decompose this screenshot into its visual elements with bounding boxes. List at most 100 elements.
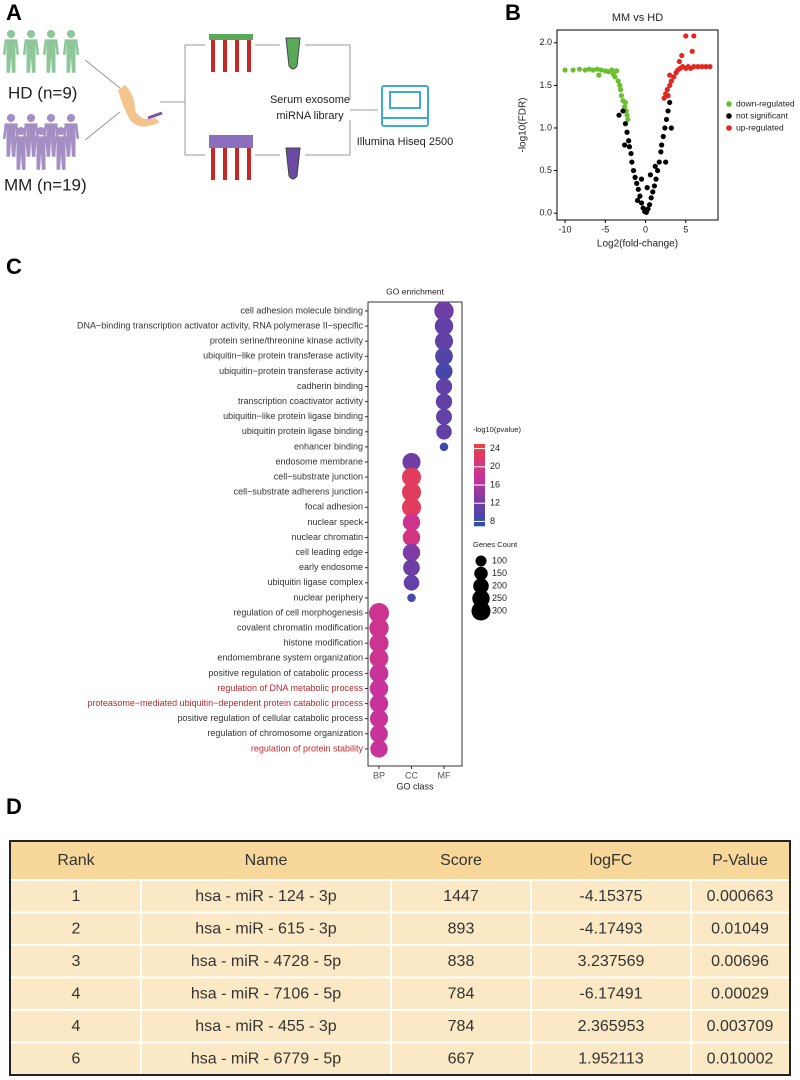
colorbar-segment: [474, 509, 485, 512]
term-label: nuclear chromatin: [291, 532, 363, 542]
table-cell: 1.952113: [578, 1051, 644, 1068]
colorbar-label: 12: [490, 498, 500, 508]
point: [665, 108, 671, 114]
group-label: MM (n=19): [4, 175, 87, 194]
size-label: 250: [492, 593, 507, 603]
panel-label: A: [6, 0, 22, 25]
dot: [369, 664, 389, 683]
colorbar-segment: [474, 507, 485, 510]
point: [644, 185, 650, 191]
dot: [403, 559, 420, 577]
legend-dot: [726, 113, 732, 119]
colorbar-segment: [474, 454, 485, 457]
y-tick-label: 1.5: [539, 80, 552, 90]
point: [598, 67, 604, 73]
point: [656, 159, 662, 165]
exosome-tube: [285, 37, 301, 70]
term-label: ubiquitin ligase complex: [267, 577, 363, 587]
point: [664, 87, 670, 93]
term-label: cell leading edge: [295, 547, 363, 557]
colorbar-label: 16: [490, 479, 500, 489]
point: [653, 176, 659, 182]
table-cell: 893: [448, 921, 475, 938]
point: [667, 99, 673, 106]
term-label: positive regulation of cellular cataboli…: [177, 713, 363, 723]
point: [659, 142, 665, 148]
point: [661, 95, 667, 101]
point: [638, 200, 645, 206]
point: [646, 202, 653, 208]
point: [689, 48, 695, 54]
colorbar-segment: [474, 452, 485, 455]
term-label: ubiquitin−like protein transferase activ…: [203, 351, 363, 361]
size-label: 300: [492, 605, 507, 615]
y-tick-label: 0.0: [539, 208, 552, 218]
colorbar-segment: [474, 444, 485, 447]
colorbar-segment: [474, 487, 485, 490]
point: [625, 116, 631, 123]
term-label: proteasome−mediated ubiquitin−dependent …: [87, 698, 363, 708]
point: [663, 116, 670, 123]
colorbar-segment: [474, 505, 485, 508]
colorbar-segment: [474, 450, 485, 453]
point: [624, 129, 630, 135]
point: [620, 108, 626, 114]
point: [695, 64, 701, 70]
point: [622, 99, 629, 106]
dot: [369, 694, 389, 713]
dot: [435, 393, 453, 410]
colorbar-segment: [474, 468, 485, 471]
panel-label: D: [6, 794, 22, 819]
table-cell: -6.17491: [579, 986, 642, 1003]
x-tick-label: -10: [559, 224, 572, 234]
arrows: [84, 44, 378, 156]
point: [622, 121, 629, 127]
colorbar-label: 8: [490, 516, 495, 526]
point: [637, 193, 643, 199]
point: [622, 142, 628, 148]
dot: [436, 424, 452, 440]
arm-icon: [118, 85, 163, 127]
dot: [401, 482, 422, 502]
plot-frame: [556, 29, 719, 221]
dot: [401, 497, 422, 517]
point: [707, 64, 713, 70]
table-cell: 0.00029: [711, 986, 769, 1003]
colorbar-segment: [474, 497, 485, 500]
sequencer-label: Illumina Hiseq 2500: [357, 136, 454, 148]
colorbar-segment: [474, 462, 485, 465]
x-axis-label: Log2(fold-change): [597, 239, 678, 250]
legend-label: up-regulated: [736, 122, 784, 132]
dot: [370, 740, 388, 758]
term-label: transcription coactivator activity: [238, 396, 364, 406]
colorbar-segment: [474, 491, 485, 494]
table-cell: 1: [72, 888, 81, 905]
point: [676, 58, 682, 65]
colorbar-segment: [474, 493, 485, 496]
colorbar-segment: [474, 472, 485, 476]
size-label: 100: [492, 555, 507, 565]
term-label: ubiquitin−protein transferase activity: [219, 366, 363, 376]
mm-people: [2, 113, 80, 170]
legend-title: Genes Count: [473, 540, 518, 549]
term-label: regulation of protein stability: [251, 743, 364, 753]
size-key: [473, 578, 489, 594]
point: [622, 104, 628, 110]
term-label: cell adhesion molecule binding: [240, 305, 363, 315]
term-label: regulation of chromosome organization: [207, 728, 363, 738]
point: [691, 64, 697, 70]
term-label: positive regulation of catabolic process: [208, 668, 363, 678]
table-cell: 0.00696: [711, 953, 769, 970]
legend-dot: [726, 101, 732, 107]
term-label: protein serine/threonine kinase activity: [210, 336, 364, 346]
table-cell: 0.000663: [707, 888, 774, 905]
term-label: covalent chromatin modification: [237, 622, 363, 632]
colorbar-segment: [474, 523, 485, 527]
table-cell: 4: [72, 986, 81, 1003]
y-tick-label: 2.0: [539, 37, 552, 47]
colorbar-segment: [474, 513, 485, 517]
y-tick-label: 0.5: [539, 165, 552, 175]
legend-label: not significant: [736, 110, 789, 120]
term-label: endomembrane system organization: [217, 653, 363, 663]
point: [618, 93, 625, 99]
